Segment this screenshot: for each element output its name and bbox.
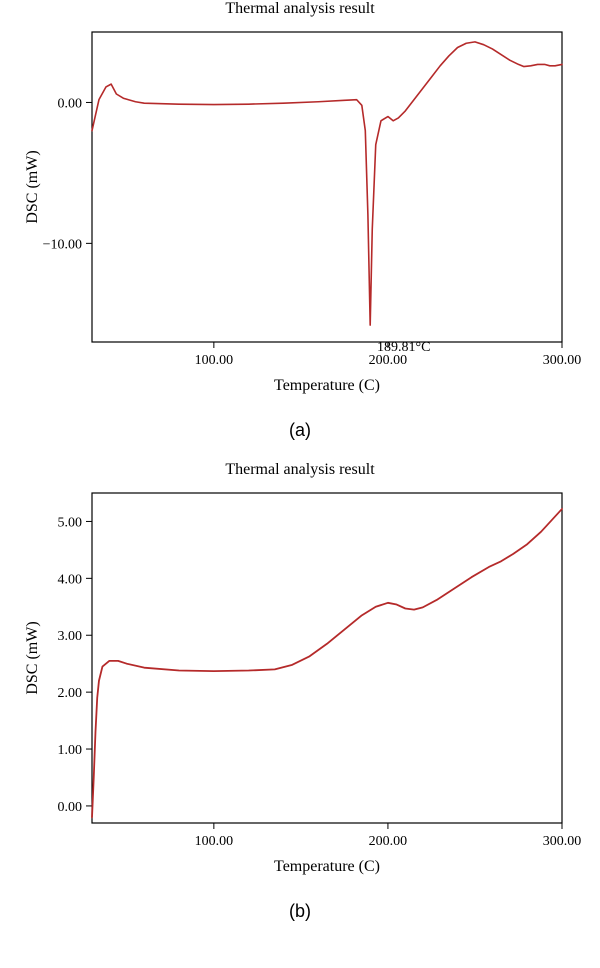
svg-text:189.81°C: 189.81°C <box>377 340 430 355</box>
svg-text:300.00: 300.00 <box>543 834 582 849</box>
chart-a: Thermal analysis result 100.00 200.00 300.… <box>0 0 600 441</box>
chart-a-svg: 100.00 200.00 300.00 −10.00 0.00 Temperature … <box>10 22 590 412</box>
svg-text:2.00: 2.00 <box>58 686 83 701</box>
svg-text:1.00: 1.00 <box>58 743 83 758</box>
svg-text:0.00: 0.00 <box>58 800 83 815</box>
svg-text:100.00: 100.00 <box>195 834 234 849</box>
svg-text:5.00: 5.00 <box>58 515 83 530</box>
svg-text:Temperature (C): Temperature (C) <box>274 377 380 394</box>
chart-b-title: Thermal analysis result <box>0 461 600 479</box>
svg-text:200.00: 200.00 <box>369 353 408 368</box>
svg-text:DSC (mW): DSC (mW) <box>24 150 41 223</box>
chart-b: Thermal analysis result 100.00 200.00 300.… <box>0 461 600 922</box>
svg-text:4.00: 4.00 <box>58 572 83 587</box>
chart-a-title: Thermal analysis result <box>0 0 600 18</box>
chart-a-sublabel: (a) <box>0 420 600 441</box>
svg-text:300.00: 300.00 <box>543 353 582 368</box>
svg-text:0.00: 0.00 <box>58 96 83 111</box>
svg-text:3.00: 3.00 <box>58 629 83 644</box>
svg-text:100.00: 100.00 <box>195 353 234 368</box>
svg-text:DSC (mW): DSC (mW) <box>24 621 41 694</box>
chart-b-sublabel: (b) <box>0 901 600 922</box>
svg-text:Temperature (C): Temperature (C) <box>274 858 380 875</box>
svg-text:200.00: 200.00 <box>369 834 408 849</box>
chart-b-svg: 100.00 200.00 300.00 0.00 1.00 2.00 3.00 4.00 5.… <box>10 483 590 893</box>
svg-text:−10.00: −10.00 <box>43 237 82 252</box>
